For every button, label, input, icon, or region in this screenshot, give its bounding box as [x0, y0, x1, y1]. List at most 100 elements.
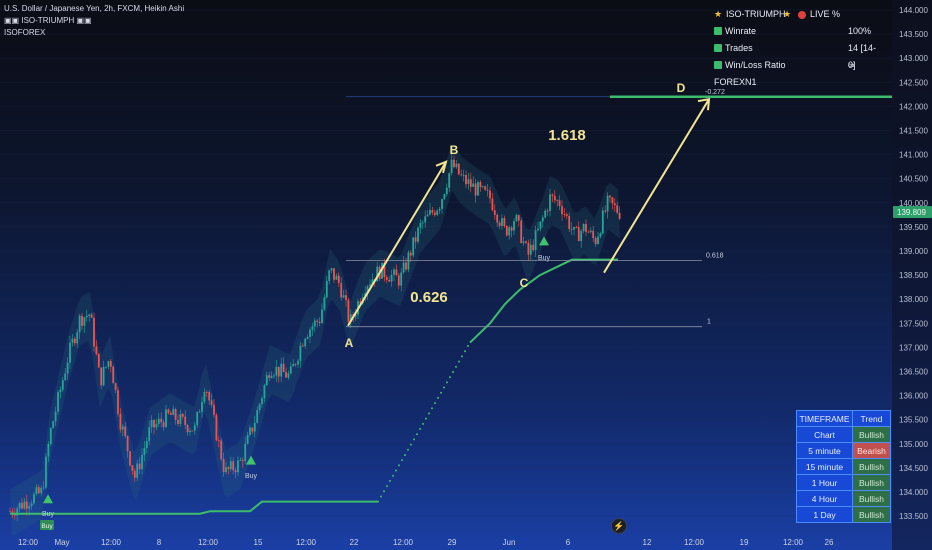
candle-body	[59, 389, 62, 393]
candle-body	[481, 186, 484, 188]
candle-body	[229, 461, 232, 470]
candle-body	[217, 440, 220, 442]
buy-tag	[40, 520, 54, 530]
trail-dot	[431, 407, 433, 410]
candle-body	[30, 503, 33, 507]
candle-body	[532, 244, 535, 251]
candle-body	[270, 375, 273, 378]
candle-body	[119, 413, 122, 430]
level-label: -0.272	[705, 89, 725, 96]
candle-body	[455, 163, 458, 168]
candle-body	[618, 212, 621, 219]
candle-body	[366, 286, 369, 293]
candle-body	[143, 448, 146, 456]
candle-body	[388, 279, 391, 282]
candle-body	[395, 269, 398, 276]
candle-body	[405, 262, 407, 270]
candle-body	[349, 314, 352, 322]
check-icon	[714, 44, 722, 52]
cloud-band	[10, 145, 620, 537]
candle-body	[181, 414, 184, 417]
price-tick-label: 143.000	[899, 54, 928, 63]
table-cell-trend: Bullish	[852, 458, 891, 475]
candle-body	[213, 404, 215, 415]
panel-footer: FOREXN1	[712, 74, 882, 91]
candle-body	[18, 502, 21, 509]
price-tick-label: 134.000	[899, 488, 928, 497]
buy-label: Buy	[245, 473, 258, 480]
panel-row-label: Trades	[725, 43, 753, 53]
candle-body	[107, 361, 110, 367]
candle-body	[354, 314, 357, 317]
candle-body	[109, 361, 112, 367]
candle-body	[138, 463, 141, 470]
candle-body	[280, 363, 283, 377]
candle-body	[28, 506, 31, 509]
candle-body	[419, 222, 422, 228]
trail-dot	[389, 479, 391, 482]
indicator-suffix: ▣▣	[76, 16, 92, 25]
panel-row-winloss: Win/Loss Ratio ∞	[712, 57, 882, 74]
candle-body	[61, 380, 64, 390]
candle-body	[23, 501, 26, 509]
trail-dot	[401, 459, 403, 462]
trail-dot	[455, 365, 457, 368]
candle-body	[40, 487, 43, 494]
buy-label: Buy	[42, 511, 55, 518]
candle-body	[249, 427, 251, 435]
candle-body	[527, 242, 530, 255]
candle-body	[100, 367, 103, 386]
candle-body	[429, 210, 431, 215]
time-tick-label: May	[54, 538, 69, 547]
candle-body	[316, 320, 319, 322]
candle-body	[129, 451, 131, 466]
candle-body	[253, 422, 256, 432]
candle-body	[513, 221, 515, 231]
price-tick-label: 135.000	[899, 440, 928, 449]
candle-body	[126, 436, 129, 452]
candle-body	[445, 187, 448, 195]
time-tick-label: 6	[566, 538, 571, 547]
candle-body	[141, 455, 143, 470]
candle-body	[407, 252, 410, 270]
candle-body	[551, 194, 554, 196]
candle-body	[203, 391, 206, 402]
candle-body	[575, 227, 578, 228]
candle-body	[309, 329, 311, 337]
candle-body	[145, 441, 148, 449]
time-axis: 12:00 May 12:00 8 12:00 15 12:00 22 12:00 29 Jun 6 1…	[18, 538, 834, 547]
candle-body	[565, 214, 568, 217]
stats-panel: ★ ISO-TRIUMPH ★ LIVE % Winrate 100% Trad…	[712, 6, 882, 91]
panel-row-value: 100%	[848, 26, 872, 36]
price-tick-label: 140.000	[899, 199, 928, 208]
candle-body	[599, 233, 602, 237]
candle-body	[90, 314, 93, 318]
candle-body	[150, 419, 153, 428]
candle-body	[529, 244, 532, 255]
price-tick-label: 144.000	[899, 6, 928, 15]
trail-dot	[446, 381, 448, 384]
candle-body	[69, 342, 71, 363]
candle-body	[179, 414, 182, 425]
candle-body	[167, 409, 170, 414]
trail-dot	[434, 402, 436, 405]
table-cell-trend: Bullish	[852, 474, 891, 491]
candle-body	[277, 366, 280, 377]
candle-body	[321, 309, 323, 323]
pattern-point-c: C	[520, 276, 529, 290]
time-tick-label: 22	[350, 538, 359, 547]
candle-body	[47, 443, 50, 457]
candle-body	[340, 283, 343, 298]
candle-body	[580, 231, 583, 242]
table-row: 4 Hour Bullish	[796, 490, 891, 507]
candle-body	[251, 427, 254, 432]
candle-body	[208, 391, 211, 401]
candle-body	[570, 229, 573, 230]
lightning-icon[interactable]: ⚡	[611, 518, 627, 534]
candle-body	[136, 463, 139, 478]
candle-body	[505, 225, 508, 236]
candle-body	[469, 179, 472, 187]
trail-dot	[440, 391, 442, 394]
trail-dot	[428, 412, 430, 415]
